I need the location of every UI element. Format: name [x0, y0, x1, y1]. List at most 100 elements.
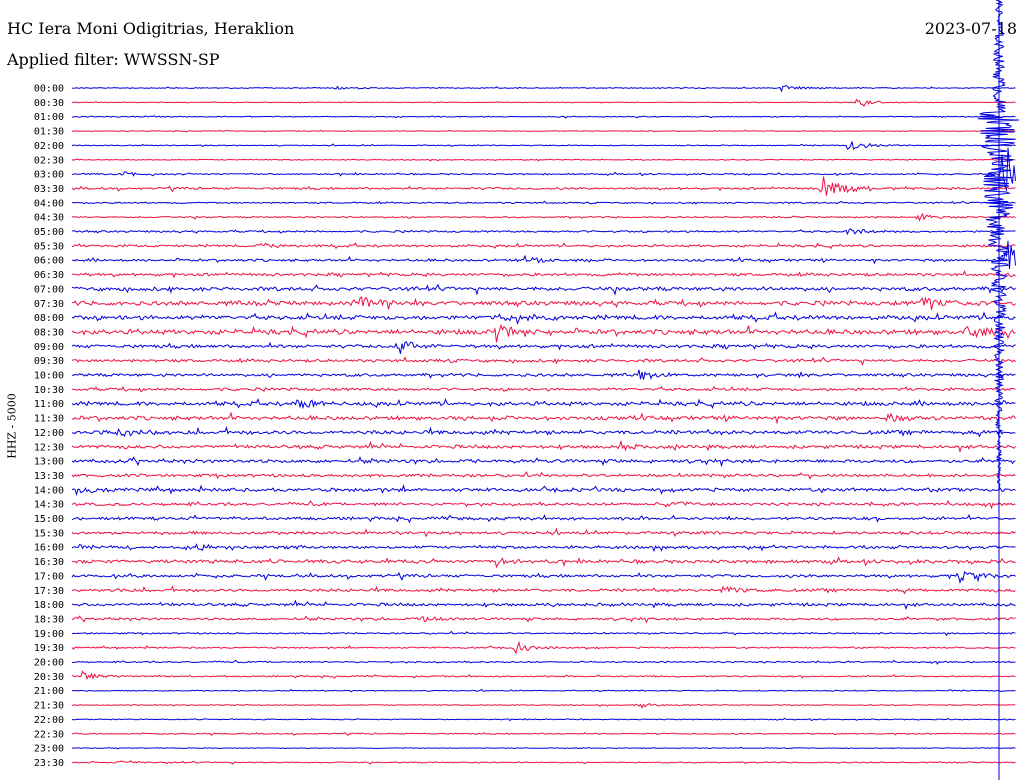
time-tick-label: 05:30	[34, 241, 64, 252]
time-tick-label: 06:00	[34, 256, 64, 267]
trace-line	[71, 599, 1016, 611]
trace-line	[72, 746, 1016, 750]
trace-line	[71, 514, 1016, 524]
trace-line	[71, 615, 1016, 624]
time-tick-label: 17:30	[34, 586, 64, 597]
time-tick-label: 00:00	[34, 84, 64, 95]
time-tick-label: 21:30	[34, 701, 64, 712]
time-tick-label: 08:30	[34, 327, 64, 338]
trace-line	[71, 227, 1016, 236]
time-tick-label: 07:00	[34, 284, 64, 295]
trace-line	[71, 242, 1016, 250]
time-tick-label: 18:30	[34, 614, 64, 625]
trace-line	[71, 630, 1016, 637]
trace-line	[71, 527, 1016, 538]
trace-line	[71, 158, 1016, 162]
trace-line	[71, 439, 1016, 454]
trace-line	[71, 717, 1016, 722]
time-tick-label: 04:00	[34, 198, 64, 209]
time-tick-label: 17:00	[34, 571, 64, 582]
time-tick-label: 16:30	[34, 557, 64, 568]
trace-line	[71, 323, 1016, 343]
trace-line	[71, 731, 1016, 737]
trace-line	[71, 659, 1016, 665]
time-tick-label: 10:00	[34, 371, 64, 382]
time-tick-label: 15:30	[34, 528, 64, 539]
trace-line	[71, 385, 1016, 393]
trace-line	[71, 411, 1016, 425]
earthquake-burst-trace	[977, 0, 1020, 490]
trace-line	[71, 702, 1016, 709]
time-tick-label: 18:00	[34, 600, 64, 611]
time-tick-label: 01:30	[34, 127, 64, 138]
time-tick-label: 22:30	[34, 729, 64, 740]
trace-line	[71, 311, 1016, 325]
time-tick-label: 12:30	[34, 442, 64, 453]
trace-line	[71, 543, 1016, 553]
trace-line	[71, 426, 1016, 438]
time-tick-label: 19:30	[34, 643, 64, 654]
trace-line	[71, 398, 1016, 410]
time-tick-label: 02:30	[34, 155, 64, 166]
trace-line	[71, 570, 1016, 584]
time-tick-label: 00:30	[34, 98, 64, 109]
time-tick-label: 09:00	[34, 342, 64, 353]
time-tick-label: 09:30	[34, 356, 64, 367]
time-tick-label: 11:30	[34, 414, 64, 425]
trace-line	[71, 688, 1016, 693]
time-tick-label: 23:30	[34, 758, 64, 769]
trace-line	[71, 141, 1016, 151]
trace-line	[71, 176, 1016, 196]
trace-line	[71, 200, 1016, 206]
time-tick-label: 15:00	[34, 514, 64, 525]
trace-line	[71, 585, 1016, 595]
time-tick-label: 07:30	[34, 299, 64, 310]
trace-line	[71, 129, 1016, 133]
time-tick-label: 22:00	[34, 715, 64, 726]
time-tick-label: 06:30	[34, 270, 64, 281]
time-tick-label: 13:00	[34, 457, 64, 468]
time-tick-label: 23:00	[34, 744, 64, 755]
time-tick-label: 08:00	[34, 313, 64, 324]
trace-line	[71, 356, 1016, 366]
trace-line	[71, 296, 1016, 310]
trace-line	[71, 85, 1016, 93]
date-label: 2023-07-18	[924, 19, 1017, 38]
time-tick-label: 03:00	[34, 170, 64, 181]
trace-line	[72, 369, 1016, 380]
time-tick-label: 14:30	[34, 500, 64, 511]
trace-line	[72, 240, 1016, 270]
time-tick-label: 12:00	[34, 428, 64, 439]
trace-line	[71, 147, 1016, 191]
trace-line	[71, 341, 1016, 354]
trace-line	[72, 670, 1016, 681]
trace-line	[71, 212, 1016, 222]
filter-label: Applied filter: WWSSN-SP	[7, 50, 220, 69]
station-title: HC Iera Moni Odigitrias, Heraklion	[7, 19, 295, 38]
time-tick-label: 04:30	[34, 213, 64, 224]
trace-line	[71, 471, 1016, 480]
trace-line	[71, 98, 1016, 108]
trace-line	[71, 456, 1016, 468]
time-tick-label: 03:30	[34, 184, 64, 195]
trace-line	[71, 640, 1016, 655]
time-tick-label: 21:00	[34, 686, 64, 697]
time-tick-label: 16:00	[34, 543, 64, 554]
time-tick-label: 05:00	[34, 227, 64, 238]
trace-line	[71, 499, 1016, 510]
trace-line	[72, 115, 1016, 119]
time-tick-label: 20:00	[34, 658, 64, 669]
time-tick-label: 01:00	[34, 112, 64, 123]
time-tick-label: 14:00	[34, 485, 64, 496]
time-tick-label: 19:00	[34, 629, 64, 640]
time-tick-label: 10:30	[34, 385, 64, 396]
trace-line	[71, 483, 1016, 497]
time-tick-label: 13:30	[34, 471, 64, 482]
time-tick-label: 02:00	[34, 141, 64, 152]
time-tick-label: 11:00	[34, 399, 64, 410]
trace-line	[71, 283, 1016, 296]
time-tick-label: 20:30	[34, 672, 64, 683]
trace-line	[71, 760, 1016, 765]
trace-line	[71, 270, 1016, 279]
